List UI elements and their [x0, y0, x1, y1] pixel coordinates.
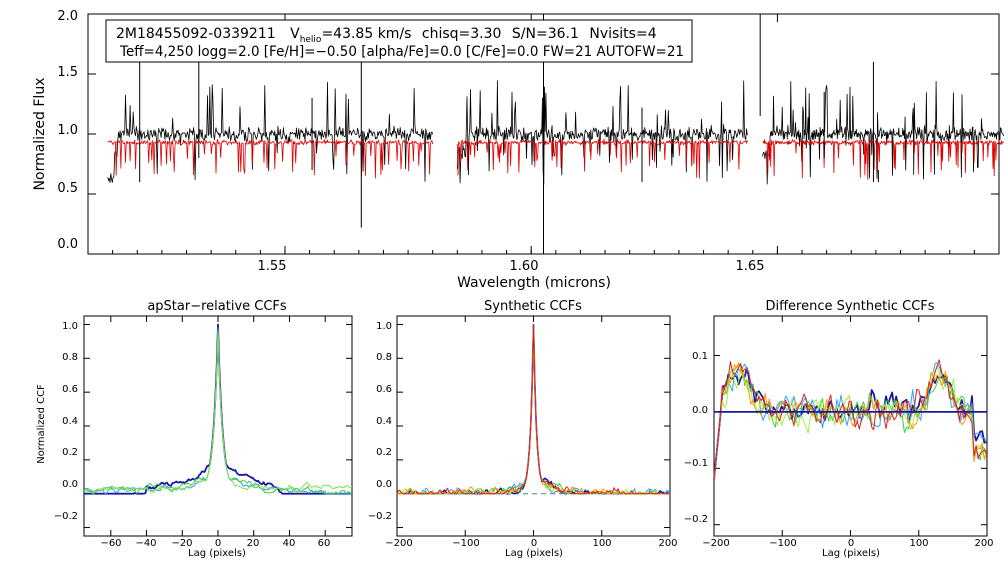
apstar-ccf-ytick-label: 0.8 — [62, 352, 78, 363]
ccf-series-line — [83, 330, 353, 495]
annotation-nvisits: Nvisits=4 — [589, 26, 656, 42]
ccf-series-line — [713, 359, 987, 480]
synthetic-ccf-title: Synthetic CCFs — [484, 299, 582, 314]
difference-ccf-lines — [713, 359, 987, 480]
annotation-sn: S/N=36.1 — [512, 26, 579, 42]
spectrum-xlabel: Wavelength (microns) — [457, 275, 611, 291]
apstar-ccf-ytick-label: 0.0 — [62, 479, 78, 490]
ccf-series-line — [713, 366, 987, 480]
difference-ccf-xtick-label: −100 — [769, 538, 796, 549]
difference-ccf-xtick-label: 0 — [848, 538, 854, 549]
apstar-ccf-xtick-label: 40 — [283, 538, 296, 549]
synthetic-ccf-ytick-label: 1.0 — [376, 321, 392, 332]
synthetic-ccf-ytick-label: 0.4 — [376, 416, 392, 427]
synthetic-ccf-ytick-label: 0.6 — [376, 384, 392, 395]
apstar-ccf-xtick-label: 0 — [215, 538, 221, 549]
spectrum-ylabel: Normalized Flux — [32, 78, 48, 191]
synthetic-spectrum-line — [107, 138, 434, 179]
ccf-series-line — [396, 324, 670, 495]
synthetic-ccf-xtick-label: 0 — [531, 538, 537, 549]
apstar-ccf-xlabel: Lag (pixels) — [188, 548, 246, 559]
annotation-vhelio-label: V — [290, 26, 300, 42]
apstar-ccf-xtick-label: −20 — [171, 538, 192, 549]
annotation-vhelio-value: =43.85 km/s — [321, 26, 411, 42]
annotation-line-2: Teff=4,250 logg=2.0 [Fe/H]=−0.50 [alpha/… — [119, 44, 684, 60]
synthetic-ccf-xtick-label: 200 — [658, 538, 677, 549]
difference-ccf-plot-frame — [713, 315, 988, 537]
synthetic-spectrum-line — [456, 138, 749, 179]
observed-spectrum-line — [762, 81, 1005, 185]
spectrum-ytick-label: 1.0 — [57, 123, 78, 138]
spectrum-xtick-label: 1.65 — [736, 259, 765, 274]
ccf-series-line — [83, 329, 352, 495]
spectrum-xtick-label: 1.55 — [258, 259, 287, 274]
ccf-series-line — [397, 323, 670, 495]
annotation-box — [105, 19, 693, 63]
difference-ccf-ticks — [713, 316, 988, 536]
synthetic-ccf-xtick-label: −100 — [452, 538, 479, 549]
synthetic-spectrum-line — [762, 139, 1005, 181]
annotation-vhelio-subscript: helio — [300, 35, 322, 45]
difference-ccf-title: Difference Synthetic CCFs — [765, 299, 934, 314]
difference-ccf-ytick-label: 0.0 — [692, 405, 708, 416]
synthetic-ccf-xlabel: Lag (pixels) — [505, 548, 563, 559]
apstar-ccf-ytick-label: −0.2 — [54, 511, 78, 522]
apstar-ccf-xtick-label: −40 — [135, 538, 156, 549]
apstar-ccf-xtick-label: 20 — [247, 538, 260, 549]
spectrum-ytick-label: 1.5 — [57, 65, 78, 80]
apstar-ccf-xtick-label: 60 — [318, 538, 331, 549]
apstar-ccf-title: apStar−relative CCFs — [147, 299, 287, 314]
apstar-ccf-lines — [83, 323, 353, 495]
synthetic-ccf-xtick-label: −200 — [385, 538, 412, 549]
difference-ccf-ytick-label: 0.1 — [692, 351, 708, 362]
difference-ccf-xtick-label: −200 — [702, 538, 729, 549]
apstar-ccf-ytick-label: 0.6 — [62, 384, 78, 395]
apstar-ccf-xtick-label: −60 — [100, 538, 121, 549]
apstar-ccf-panel: apStar−relative CCFs −60 −40 −20 0 20 40… — [36, 299, 353, 559]
observed-spectrum-line — [107, 81, 434, 184]
spectrum-ytick-label: 0.5 — [57, 181, 78, 196]
observed-spectrum-line — [456, 80, 749, 185]
synthetic-ccf-ytick-label: 0.2 — [376, 447, 392, 458]
spectrum-panel: 1.55 1.60 1.65 0.0 0.5 1.0 1.5 2.0 Wavel… — [32, 9, 1005, 291]
apstar-ccf-ytick-label: 0.4 — [62, 416, 78, 427]
spectrum-xtick-label: 1.60 — [510, 259, 539, 274]
difference-ccf-ytick-label: −0.1 — [684, 458, 708, 469]
spectrum-ytick-label: 0.0 — [57, 237, 78, 252]
ccf-series-line — [83, 327, 352, 495]
synthetic-ccf-lines — [396, 323, 671, 495]
annotation-line-1: 2M18455092-0339211 Vhelio=43.85 km/s chi… — [116, 26, 657, 45]
spectrum-lines — [107, 14, 1005, 254]
spectrum-ytick-label: 2.0 — [57, 9, 78, 24]
synthetic-ccf-ytick-label: 0.8 — [376, 352, 392, 363]
difference-ccf-xtick-label: 200 — [974, 538, 993, 549]
difference-ccf-ytick-label: −0.2 — [684, 514, 708, 525]
synthetic-ccf-xtick-label: 100 — [592, 538, 611, 549]
synthetic-ccf-ytick-label: 0.0 — [376, 479, 392, 490]
apstar-ccf-ylabel: Normalized CCF — [36, 384, 47, 464]
difference-ccf-xlabel: Lag (pixels) — [822, 548, 880, 559]
synthetic-ccf-ytick-label: −0.2 — [368, 511, 392, 522]
apstar-ccf-ytick-label: 0.2 — [62, 447, 78, 458]
synthetic-ccf-panel: Synthetic CCFs −200 −100 0 100 200 −0.2 … — [368, 299, 678, 559]
ccf-series-line — [713, 367, 987, 480]
difference-ccf-panel: Difference Synthetic CCFs −200 −100 0 10… — [684, 299, 994, 559]
apstar-ccf-ytick-label: 1.0 — [62, 321, 78, 332]
synthetic-ccf-ticks — [396, 316, 671, 536]
difference-ccf-xtick-label: 100 — [909, 538, 928, 549]
ccf-series-line — [84, 323, 352, 495]
annotation-star-id: 2M18455092-0339211 — [116, 26, 276, 42]
annotation-chisq: chisq=3.30 — [422, 26, 502, 42]
